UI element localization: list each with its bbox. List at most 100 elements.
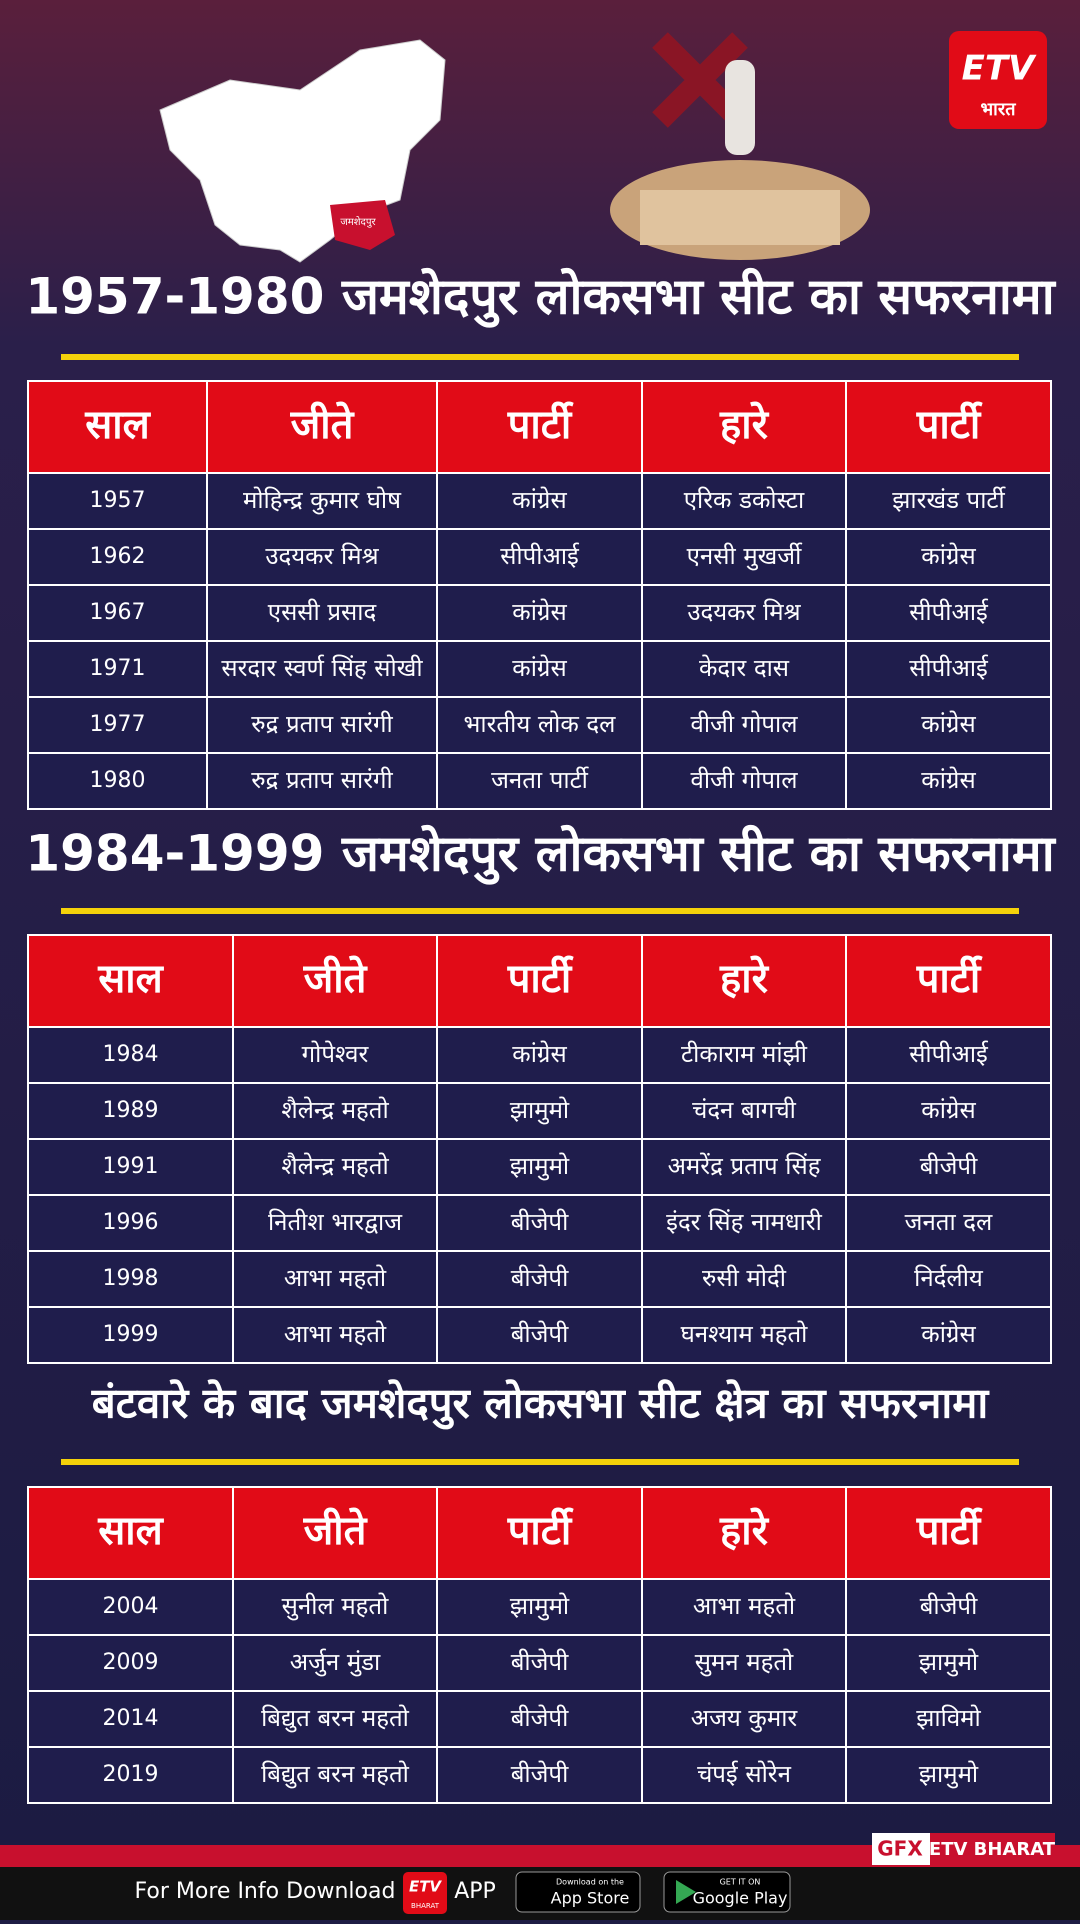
table-cell: एरिक डकोस्टा [684, 486, 805, 514]
header-cell: हारे [719, 401, 770, 448]
google-play-label: Google Play [693, 1889, 788, 1908]
table-cell: मोहिन्द्र कुमार घोष [243, 486, 402, 515]
table-cell: कांग्रेस [512, 1040, 567, 1068]
table-cell: कांग्रेस [921, 1320, 976, 1348]
table-cell: झामुमो [919, 1648, 979, 1677]
table-cell: 1957 [90, 488, 146, 513]
table-cell: गोपेश्वर [302, 1040, 370, 1068]
app-store-label: App Store [551, 1889, 630, 1908]
footer-logo-text: BHARAT [411, 1902, 440, 1910]
table-cell: एनसी मुखर्जी [687, 542, 803, 571]
table-cell: 2014 [103, 1706, 159, 1731]
header-cell: साल [97, 1508, 164, 1554]
table-cell: बीजेपी [511, 1320, 569, 1348]
table-cell: 1977 [90, 712, 146, 737]
table-row [27, 1194, 1052, 1252]
header-cell: हारे [719, 955, 770, 1002]
table-cell: बीजेपी [920, 1152, 978, 1180]
table-cell: 1996 [103, 1210, 159, 1235]
table-cell: 1999 [103, 1322, 159, 1347]
table-cell: चंदन बागची [692, 1096, 797, 1124]
table-cell: रुसी मोदी [702, 1264, 787, 1292]
table-cell: केदार दास [699, 654, 790, 682]
table-cell: 1989 [103, 1098, 159, 1123]
header-cell: जीते [290, 401, 355, 448]
table-row [27, 472, 1052, 530]
table-cell: झारखंड पार्टी [892, 486, 1006, 514]
footer-strip [0, 1845, 1080, 1867]
table-cell: वीजी गोपाल [690, 710, 798, 738]
table-cell: रुद्र प्रताप सारंगी [251, 710, 393, 738]
header-cell: पार्टी [916, 955, 983, 1002]
table-cell: 1991 [103, 1154, 159, 1179]
table-cell: शैलेन्द्र महतो [281, 1152, 389, 1180]
logo-text: भारत [981, 99, 1017, 120]
app-store-button[interactable] [515, 1871, 641, 1913]
footer-info: For More Info Download [135, 1879, 396, 1904]
header-cell: पार्टी [916, 1507, 983, 1554]
table-cell: एससी प्रसाद [268, 598, 377, 626]
table-cell: आभा महतो [284, 1320, 387, 1348]
table-cell: जनता दल [905, 1208, 993, 1236]
table-cell: बिद्युत बरन महतो [261, 1704, 410, 1733]
table-cell: भारतीय लोक दल [464, 710, 617, 738]
divider [61, 1459, 1019, 1465]
table-row [27, 1306, 1052, 1364]
header-cell: हारे [719, 1507, 770, 1554]
table-header [27, 380, 1052, 474]
table-cell: 2019 [103, 1762, 159, 1787]
table-cell: सीपीआई [909, 654, 989, 682]
table-cell: उदयकर मिश्र [687, 598, 801, 626]
table-row [27, 1746, 1052, 1804]
table-cell: अजय कुमार [691, 1704, 799, 1733]
table-cell: बीजेपी [511, 1704, 569, 1732]
brand-label: ETV BHARAT [929, 1839, 1056, 1860]
table-cell: सीपीआई [500, 542, 580, 570]
table-cell: सुमन महतो [695, 1648, 794, 1677]
table-cell: कांग्रेस [921, 542, 976, 570]
table-cell: आभा महतो [284, 1264, 387, 1292]
divider [61, 908, 1019, 914]
table-cell: 1967 [90, 600, 146, 625]
brand-badge [930, 1833, 1055, 1865]
table-cell: 2004 [103, 1594, 159, 1619]
logo-mark: ETV [962, 49, 1037, 89]
table-cell: घनश्याम महतो [681, 1320, 809, 1348]
table-row [27, 1082, 1052, 1140]
header-cell: पार्टी [507, 1507, 574, 1554]
table-cell: झामुमो [510, 1096, 570, 1125]
header-cell: साल [97, 956, 164, 1002]
table-cell: उदयकर मिश्र [265, 542, 379, 570]
finger [725, 60, 755, 155]
google-play-button[interactable] [663, 1871, 791, 1913]
app-store-small: Download on the [556, 1878, 624, 1887]
header-cell: पार्टी [507, 401, 574, 448]
table-cell: चंपई सोरेन [697, 1760, 792, 1788]
table-cell: टीकाराम मांझी [681, 1040, 808, 1068]
table-cell: सीपीआई [909, 598, 989, 626]
footer-logo [403, 1872, 447, 1914]
table-cell: 1962 [90, 544, 146, 569]
table-cell: 1984 [103, 1042, 159, 1067]
parliament-front [640, 190, 840, 245]
logo [949, 31, 1047, 129]
table-cell: झामुमो [510, 1592, 570, 1621]
table-cell: अर्जुन मुंडा [290, 1648, 381, 1677]
table-cell: 1998 [103, 1266, 159, 1291]
table-cell: निर्दलीय [914, 1264, 984, 1292]
table-cell: अमरेंद्र प्रताप सिंह [668, 1152, 822, 1180]
table-cell: 2009 [103, 1650, 159, 1675]
table-row [27, 1578, 1052, 1636]
header-cell: साल [84, 402, 151, 448]
table-cell: कांग्रेस [921, 710, 976, 738]
table-cell: रुद्र प्रताप सारंगी [251, 766, 393, 794]
table-cell: 1980 [90, 768, 146, 793]
table-row [27, 752, 1052, 810]
google-play-small: GET IT ON [720, 1878, 761, 1887]
table-header [27, 1486, 1052, 1580]
table-row [27, 1250, 1052, 1308]
gfx-label: GFX [877, 1837, 923, 1861]
play-icon [676, 1880, 696, 1904]
table-cell: झामुमो [919, 1760, 979, 1789]
